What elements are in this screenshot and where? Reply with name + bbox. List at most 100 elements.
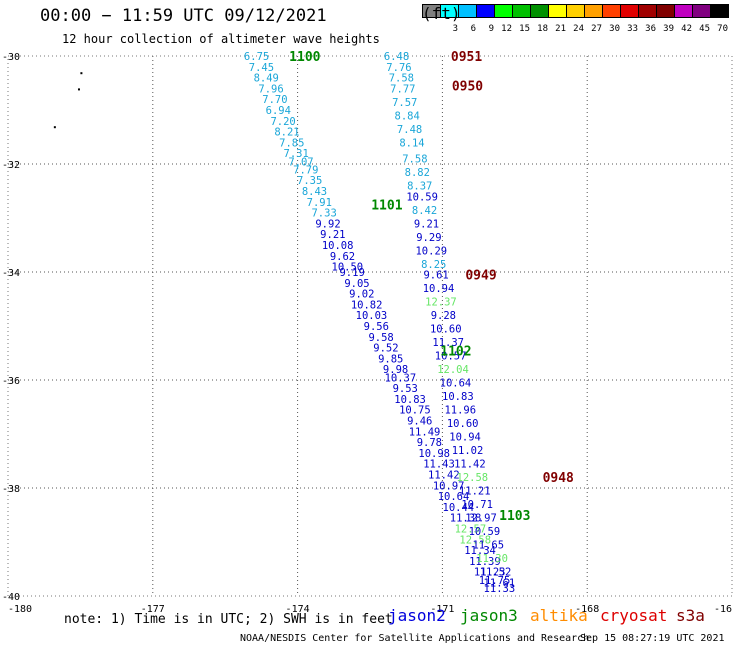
- pass-time-label: 0949: [465, 269, 496, 284]
- jason3-value-label: 8.43: [302, 186, 327, 198]
- scale-bin: 18: [530, 4, 549, 34]
- scale-label: 30: [609, 24, 620, 34]
- pass-time-label: 1101: [371, 199, 402, 214]
- jason3-value-label: 8.49: [254, 73, 279, 85]
- jason3-value-label: 9.78: [417, 437, 442, 449]
- page-subtitle: 12 hour collection of altimeter wave hei…: [62, 32, 380, 46]
- scale-label: [422, 24, 440, 34]
- scale-bin: 39: [656, 4, 675, 34]
- scale-bin: 24: [566, 4, 585, 34]
- x-tick-label: -174: [286, 604, 310, 615]
- scale-bin: 9: [476, 4, 495, 34]
- jason2-value-label: 7.77: [390, 83, 415, 95]
- wave-height-points: 6.757.458.497.967.706.947.208.217.857.31…: [244, 51, 515, 595]
- jason3-value-label: 9.52: [373, 343, 398, 355]
- speck-mark: [77, 88, 80, 91]
- jason3-value-label: 10.83: [394, 394, 426, 406]
- scale-swatch: [638, 4, 657, 18]
- jason3-value-label: 10.97: [433, 480, 465, 492]
- jason3-value-label: 12.58: [459, 534, 491, 546]
- y-tick-label: -36: [2, 376, 20, 387]
- scale-bin: 6: [458, 4, 477, 34]
- page-title: 00:00 − 11:59 UTC 09/12/2021: [40, 6, 327, 26]
- scale-bin: 33: [620, 4, 639, 34]
- jason2-value-label: 12.37: [425, 297, 457, 309]
- footer-timestamp: Sep 15 08:27:19 UTC 2021: [580, 633, 725, 644]
- scale-bin: 15: [512, 4, 531, 34]
- jason2-value-label: 7.48: [397, 124, 422, 136]
- scale-swatch: [710, 4, 729, 18]
- scale-label: 45: [699, 24, 710, 34]
- jason2-value-label: 10.57: [435, 351, 467, 363]
- jason3-value-label: 10.98: [418, 448, 450, 460]
- scale-bin: 27: [584, 4, 603, 34]
- satellite-legend-cryosat: cryosat: [600, 606, 668, 625]
- jason3-value-label: 7.31: [284, 148, 309, 160]
- jason3-value-label: 7.91: [307, 197, 332, 209]
- jason3-value-label: 11.43: [423, 459, 455, 471]
- jason2-value-label: 8.84: [395, 110, 420, 122]
- x-tick-label: -177: [141, 604, 165, 615]
- scale-label: 42: [681, 24, 692, 34]
- jason3-value-label: 12.57: [455, 524, 487, 536]
- x-tick-label: -16: [714, 604, 732, 615]
- jason3-value-label: 7.96: [258, 83, 283, 95]
- scale-label: 24: [573, 24, 584, 34]
- jason2-value-label: 8.37: [407, 181, 432, 193]
- jason3-value-label: 8.21: [274, 127, 299, 139]
- jason2-value-label: 10.94: [423, 283, 455, 295]
- scale-bin: 30: [602, 4, 621, 34]
- jason3-value-label: 11.38: [450, 513, 482, 525]
- scale-swatch: [512, 4, 531, 18]
- pass-time-label: 0950: [452, 80, 483, 95]
- jason3-value-label: 9.62: [330, 251, 355, 263]
- scale-bin: 12: [494, 4, 513, 34]
- jason3-value-label: 7.35: [297, 175, 322, 187]
- scale-swatch: [674, 4, 693, 18]
- jason3-value-label: 11.39: [469, 556, 501, 568]
- jason2-value-label: 10.29: [415, 245, 447, 257]
- scale-swatch: [692, 4, 711, 18]
- jason2-value-label: 7.57: [392, 97, 417, 109]
- pass-time-label: 1100: [289, 50, 320, 65]
- jason3-value-label: 10.37: [385, 372, 417, 384]
- scale-swatch: [656, 4, 675, 18]
- jason3-value-label: 11.33: [484, 583, 516, 595]
- scale-bin: 21: [548, 4, 567, 34]
- jason2-value-label: 11.21: [459, 486, 491, 498]
- jason3-value-label: 7.85: [279, 137, 304, 149]
- jason3-value-label: 11.23: [474, 567, 506, 579]
- jason2-value-label: 12.58: [457, 472, 489, 484]
- jason3-value-label: 7.20: [270, 116, 295, 128]
- jason3-value-label: 9.85: [378, 353, 403, 365]
- jason3-value-label: 10.64: [438, 491, 470, 503]
- jason3-value-label: 9.46: [407, 416, 432, 428]
- jason3-value-label: 6.94: [266, 105, 291, 117]
- scale-bin: 70: [710, 4, 729, 34]
- y-tick-label: -38: [2, 484, 20, 495]
- jason3-value-label: 6.75: [244, 51, 269, 63]
- jason3-value-label: 10.44: [443, 502, 475, 514]
- x-tick-label: -168: [575, 604, 599, 615]
- jason3-value-label: 11.49: [409, 426, 441, 438]
- scale-label: 33: [627, 24, 638, 34]
- y-tick-label: -40: [2, 592, 20, 603]
- jason3-value-label: 7.07: [288, 156, 313, 168]
- jason2-value-label: 7.58: [402, 154, 427, 166]
- scale-label: 6: [470, 24, 476, 34]
- pass-time-label: 1102: [440, 344, 471, 359]
- jason2-value-label: 11.30: [476, 553, 508, 565]
- jason2-value-label: 8.82: [405, 167, 430, 179]
- scale-label: 39: [663, 24, 674, 34]
- jason3-value-label: 9.92: [315, 218, 340, 230]
- jason3-value-label: 9.53: [393, 383, 418, 395]
- jason3-value-label: 9.98: [383, 364, 408, 376]
- jason3-value-label: 9.56: [364, 321, 389, 333]
- jason3-value-label: 7.33: [311, 208, 336, 220]
- y-tick-label: -32: [2, 160, 20, 171]
- jason3-value-label: 7.45: [249, 62, 274, 74]
- scale-label: 27: [591, 24, 602, 34]
- scale-label: 15: [519, 24, 530, 34]
- jason3-value-label: 10.50: [332, 262, 364, 274]
- satellite-legend-jason3: jason3: [460, 606, 518, 625]
